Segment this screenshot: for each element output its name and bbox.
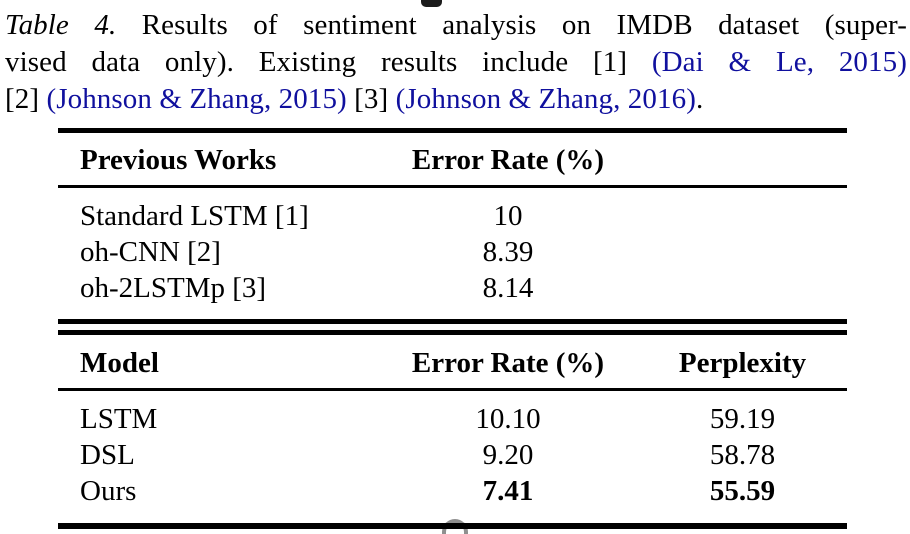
cell-perplexity: 59.19 <box>709 403 776 435</box>
cell-empty <box>638 270 847 306</box>
cell-model: oh-2LSTMp [3] <box>80 272 267 304</box>
cell-error-rate: 8.14 <box>482 272 534 304</box>
cell-model: oh-CNN [2] <box>80 236 221 268</box>
caption-line-3: [2] (Johnson & Zhang, 2015) [3] (Johnson… <box>5 81 907 118</box>
caption-ref-3: [3] <box>346 83 396 115</box>
cell-empty <box>638 198 847 234</box>
tables-block: Previous Works Error Rate (%) Standard L… <box>58 128 847 529</box>
caption-period: . <box>695 83 704 115</box>
caption-line-1: Table 4. Results of sentiment analysis o… <box>5 7 907 44</box>
header-cell-perplexity: Perplexity <box>678 347 807 379</box>
caption-text-2: vised data only). Existing results inclu… <box>5 46 652 78</box>
previous-works-table-body: Standard LSTM [1] 10 oh-CNN [2] 8.39 oh-… <box>58 188 847 306</box>
previous-works-table-header: Previous Works Error Rate (%) <box>58 128 847 188</box>
results-table-body: LSTM 10.10 59.19 DSL 9.20 58.78 Ours 7.4… <box>58 391 847 509</box>
caption-ref-2: [2] <box>5 83 47 115</box>
header-cell-model: Model <box>80 347 159 379</box>
citation-link-johnson-zhang-2016[interactable]: (Johnson & Zhang, 2016) <box>395 83 696 115</box>
cell-empty <box>638 234 847 270</box>
cell-perplexity: 58.78 <box>709 439 776 471</box>
header-cell-error-rate: Error Rate (%) <box>411 347 605 379</box>
header-cell-empty <box>638 144 847 176</box>
caption-line-2: vised data only). Existing results inclu… <box>5 44 907 81</box>
cell-error-rate: 7.41 <box>482 475 534 507</box>
cell-error-rate: 10 <box>493 200 523 232</box>
caption-table-label: Table 4. <box>5 9 117 41</box>
cell-model: Ours <box>80 475 137 507</box>
cell-error-rate: 9.20 <box>482 439 534 471</box>
table-bottom-rule <box>58 523 847 529</box>
cropped-text-fragment <box>421 0 442 7</box>
header-cell-previous-works: Previous Works <box>80 144 277 176</box>
citation-link-johnson-zhang-2015[interactable]: (Johnson & Zhang, 2015) <box>46 83 347 115</box>
table-separator-double-rule <box>58 319 847 335</box>
cell-perplexity: 55.59 <box>709 475 776 507</box>
table-caption: Table 4. Results of sentiment analysis o… <box>5 7 907 118</box>
caption-text-1: Results of sentiment analysis on IMDB da… <box>116 9 907 41</box>
cell-model: LSTM <box>80 403 158 435</box>
cell-model: Standard LSTM [1] <box>80 200 309 232</box>
citation-link-dai-le-2015[interactable]: (Dai & Le, 2015) <box>651 46 907 78</box>
header-cell-error-rate: Error Rate (%) <box>411 144 605 176</box>
cell-error-rate: 8.39 <box>482 236 534 268</box>
cell-model: DSL <box>80 439 135 471</box>
results-table-header: Model Error Rate (%) Perplexity <box>58 335 847 391</box>
cell-error-rate: 10.10 <box>475 403 541 435</box>
